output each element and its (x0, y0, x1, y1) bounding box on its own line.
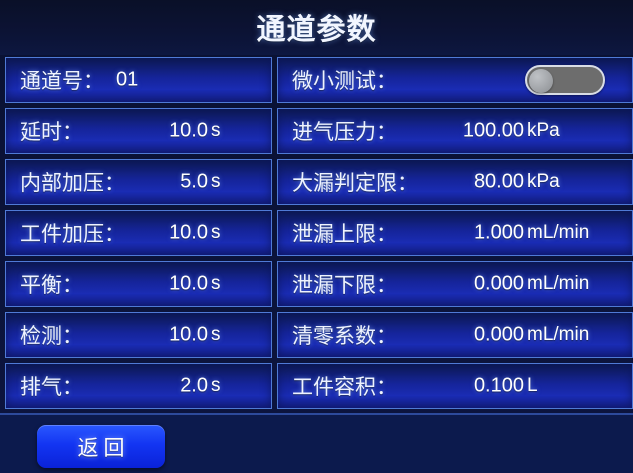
toggle-knob-icon (529, 69, 553, 93)
param-value[interactable]: 80.00 (473, 170, 524, 193)
param-row-micro-test[interactable]: 微小测试： (277, 57, 633, 103)
param-label: 清零系数： (292, 325, 397, 348)
param-row-workpiece-volume[interactable]: 工件容积： 0.100 L (277, 363, 633, 409)
param-row-balance[interactable]: 平衡： 10.0 s (5, 261, 272, 307)
micro-test-toggle-switch[interactable] (525, 65, 605, 95)
left-parameter-column: 通道号： 01 延时： 10.0 s 内部加压： 5.0 s 工件加压： 10.… (5, 55, 272, 413)
param-label: 泄漏下限： (292, 274, 397, 297)
param-row-exhaust[interactable]: 排气： 2.0 s (5, 363, 272, 409)
param-unit: s (211, 171, 221, 192)
parameter-grid: 通道号： 01 延时： 10.0 s 内部加压： 5.0 s 工件加压： 10.… (0, 55, 633, 413)
param-unit: s (211, 222, 221, 243)
param-value[interactable]: 10.0 (169, 323, 208, 346)
param-value[interactable]: 10.0 (169, 272, 208, 295)
param-label: 进气压力： (292, 121, 397, 144)
param-row-gross-leak-limit[interactable]: 大漏判定限： 80.00 kPa (277, 159, 633, 205)
right-parameter-column: 微小测试： 进气压力： 100.00 kPa 大漏判定限： 80.00 kPa … (277, 55, 633, 413)
param-value[interactable]: 2.0 (180, 374, 208, 397)
param-label: 泄漏上限： (292, 223, 397, 246)
param-label: 大漏判定限： (292, 172, 418, 195)
page-title: 通道参数 (256, 14, 377, 46)
param-label: 工件容积： (292, 376, 397, 399)
param-label: 排气： (20, 376, 83, 399)
param-row-internal-pressurize[interactable]: 内部加压： 5.0 s (5, 159, 272, 205)
bottom-bar: 返回 (0, 413, 633, 473)
param-unit: s (211, 120, 221, 141)
param-row-workpiece-pressurize[interactable]: 工件加压： 10.0 s (5, 210, 272, 256)
param-value[interactable]: 01 (116, 68, 139, 91)
param-label: 通道号： (20, 70, 104, 93)
back-button[interactable]: 返回 (37, 425, 165, 468)
param-row-detect[interactable]: 检测： 10.0 s (5, 312, 272, 358)
param-unit: mL/min (527, 273, 590, 294)
param-unit: s (211, 273, 221, 294)
param-label: 平衡： (20, 274, 83, 297)
param-value[interactable]: 5.0 (180, 170, 208, 193)
param-value[interactable]: 0.100 (473, 374, 524, 397)
param-unit: s (211, 375, 221, 396)
param-label: 内部加压： (20, 172, 125, 195)
param-label: 工件加压： (20, 223, 125, 246)
param-label: 微小测试： (292, 70, 397, 93)
param-row-leak-lower-limit[interactable]: 泄漏下限： 0.000 mL/min (277, 261, 633, 307)
param-unit: s (211, 324, 221, 345)
param-value[interactable]: 0.000 (473, 323, 524, 346)
param-value[interactable]: 0.000 (473, 272, 524, 295)
param-value[interactable]: 10.0 (169, 221, 208, 244)
header-bar: 通道参数 (0, 0, 633, 55)
param-value[interactable]: 1.000 (473, 221, 524, 244)
param-value[interactable]: 10.0 (169, 119, 208, 142)
param-row-channel-number[interactable]: 通道号： 01 (5, 57, 272, 103)
param-unit: kPa (527, 171, 560, 192)
param-row-zero-coefficient[interactable]: 清零系数： 0.000 mL/min (277, 312, 633, 358)
param-label: 延时： (20, 121, 83, 144)
param-unit: kPa (527, 120, 560, 141)
param-unit: mL/min (527, 222, 590, 243)
param-value[interactable]: 100.00 (462, 119, 524, 142)
param-row-delay[interactable]: 延时： 10.0 s (5, 108, 272, 154)
param-label: 检测： (20, 325, 83, 348)
param-unit: L (527, 375, 538, 396)
param-row-inlet-pressure[interactable]: 进气压力： 100.00 kPa (277, 108, 633, 154)
param-unit: mL/min (527, 324, 590, 345)
param-row-leak-upper-limit[interactable]: 泄漏上限： 1.000 mL/min (277, 210, 633, 256)
